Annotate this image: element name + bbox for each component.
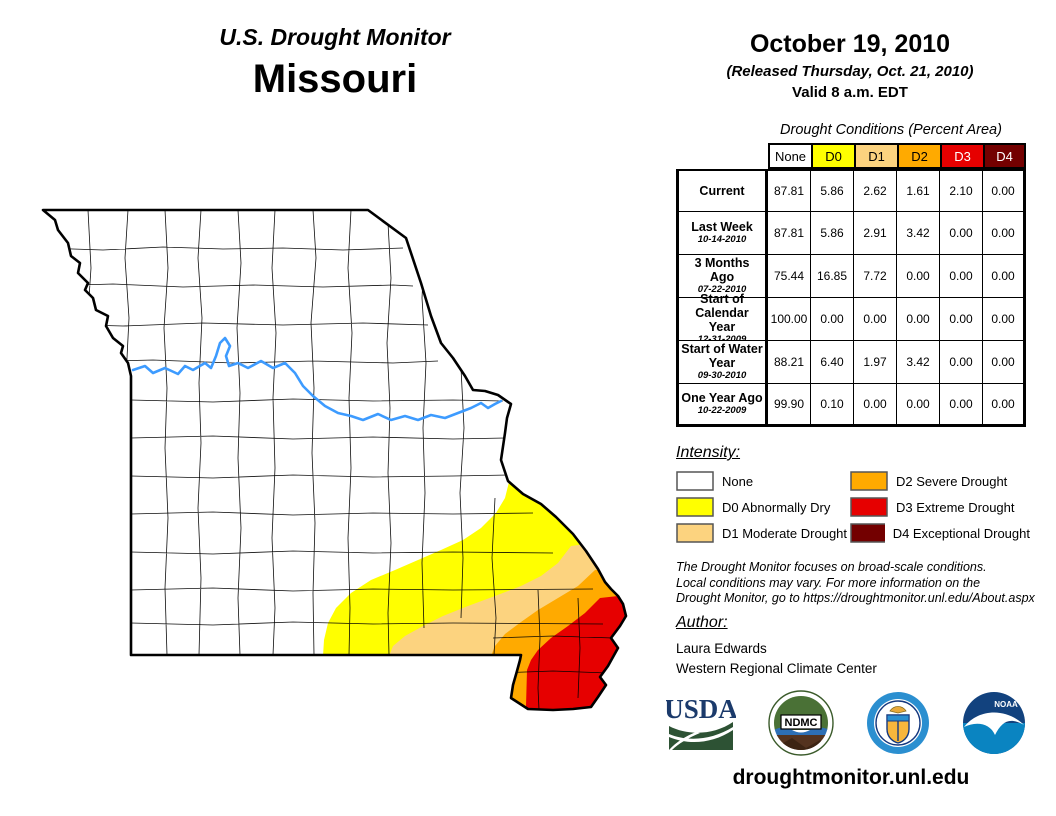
value-cell: 0.00 [854, 384, 897, 427]
title-block: U.S. Drought Monitor Missouri [160, 24, 510, 102]
value-cell: 0.00 [940, 298, 983, 341]
d0-swatch [676, 497, 714, 517]
value-cell: 0.00 [983, 255, 1026, 298]
column-header-d3: D3 [940, 143, 983, 169]
state-outline [41, 208, 628, 712]
value-cell: 0.00 [940, 384, 983, 427]
value-cell: 5.86 [811, 169, 854, 212]
value-cell: 6.40 [811, 341, 854, 384]
missouri-river [131, 336, 503, 422]
noaa-logo: NOAA [963, 692, 1025, 754]
value-cell: 0.00 [897, 384, 940, 427]
legend-title: Intensity: [676, 444, 741, 461]
column-header-d0: D0 [811, 143, 854, 169]
value-cell: 87.81 [768, 169, 811, 212]
usda-logo: USDA [666, 694, 736, 750]
value-cell: 2.62 [854, 169, 897, 212]
disclaimer-line: Local conditions may vary. For more info… [676, 575, 981, 590]
value-cell: 0.00 [854, 298, 897, 341]
disclaimer-line: Drought Monitor, go to https://droughtmo… [676, 591, 1035, 605]
row-label: Start of Calendar Year 12-31-2009 [676, 292, 768, 345]
conditions-table: Drought Conditions (Percent Area) None D… [676, 122, 1028, 427]
svg-text:NOAA: NOAA [994, 700, 1018, 709]
value-cell: 0.00 [983, 298, 1026, 341]
value-cell: 0.10 [811, 384, 854, 427]
d3-swatch [850, 497, 888, 517]
d4-swatch [850, 523, 885, 543]
legend-item-d1: D1 Moderate Drought [676, 523, 850, 543]
value-cell: 99.90 [768, 384, 811, 427]
value-cell: 1.97 [854, 341, 897, 384]
column-header-none: None [768, 143, 811, 169]
doc-logo [867, 692, 929, 754]
page-title: U.S. Drought Monitor [219, 24, 451, 50]
value-cell: 2.10 [940, 169, 983, 212]
value-cell: 5.86 [811, 212, 854, 255]
value-cell: 3.42 [897, 341, 940, 384]
legend-item-none: None [676, 471, 850, 491]
row-label: 3 Months Ago 07-22-2010 [676, 255, 768, 298]
value-cell: 3.42 [897, 212, 940, 255]
valid-time: Valid 8 a.m. EDT [792, 84, 908, 101]
state-name: Missouri [252, 57, 418, 101]
value-cell: 0.00 [940, 255, 983, 298]
released-date: (Released Thursday, Oct. 21, 2010) [726, 63, 974, 80]
table-grid: None D0 D1 D2 D3 D4 Current 87.81 5.86 2… [676, 143, 1028, 427]
value-cell: 0.00 [897, 255, 940, 298]
value-cell: 0.00 [897, 298, 940, 341]
date-block: October 19, 2010 (Released Thursday, Oct… [695, 30, 1005, 101]
row-label: Start of Water Year 09-30-2010 [676, 341, 768, 384]
value-cell: 88.21 [768, 341, 811, 384]
d1-swatch [676, 523, 714, 543]
author-block: Author: Laura Edwards Western Regional C… [676, 614, 877, 676]
column-header-d2: D2 [897, 143, 940, 169]
author-heading: Author: [676, 614, 728, 631]
column-header-d1: D1 [854, 143, 897, 169]
row-label: One Year Ago 10-22-2009 [676, 384, 768, 427]
value-cell: 0.00 [811, 298, 854, 341]
table-title: Drought Conditions (Percent Area) [780, 122, 1002, 138]
svg-text:NDMC: NDMC [785, 717, 818, 729]
legend-item-d3: D3 Extreme Drought [850, 497, 1030, 517]
missouri-map [33, 198, 655, 745]
value-cell: 0.00 [983, 384, 1026, 427]
legend-item-d4: D4 Exceptional Drought [850, 523, 1030, 543]
row-label: Current [676, 169, 768, 212]
column-header-d4: D4 [983, 143, 1026, 169]
author-org: Western Regional Climate Center [676, 661, 877, 676]
legend-item-d2: D2 Severe Drought [850, 471, 1030, 491]
d2-swatch [850, 471, 888, 491]
value-cell: 75.44 [768, 255, 811, 298]
value-cell: 2.91 [854, 212, 897, 255]
intensity-legend: Intensity: None D0 Abnormally Dry D1 Mod… [676, 444, 1030, 549]
none-swatch [676, 471, 714, 491]
author-name: Laura Edwards [676, 641, 767, 656]
disclaimer-line: The Drought Monitor focuses on broad-sca… [676, 560, 987, 574]
svg-text:USDA: USDA [666, 694, 736, 724]
value-cell: 0.00 [983, 341, 1026, 384]
value-cell: 0.00 [940, 212, 983, 255]
value-cell: 0.00 [983, 212, 1026, 255]
value-cell: 0.00 [940, 341, 983, 384]
report-date: October 19, 2010 [749, 30, 951, 58]
d3-region [525, 590, 626, 710]
logo-row: USDA NDMC [666, 690, 1026, 756]
value-cell: 87.81 [768, 212, 811, 255]
legend-item-d0: D0 Abnormally Dry [676, 497, 850, 517]
value-cell: 7.72 [854, 255, 897, 298]
value-cell: 100.00 [768, 298, 811, 341]
row-label: Last Week 10-14-2010 [676, 212, 768, 255]
value-cell: 16.85 [811, 255, 854, 298]
table-corner [676, 143, 768, 169]
ndmc-logo: NDMC [768, 690, 834, 756]
value-cell: 1.61 [897, 169, 940, 212]
value-cell: 0.00 [983, 169, 1026, 212]
disclaimer: The Drought Monitor focuses on broad-sca… [676, 560, 1035, 607]
site-url: droughtmonitor.unl.edu [732, 766, 970, 789]
